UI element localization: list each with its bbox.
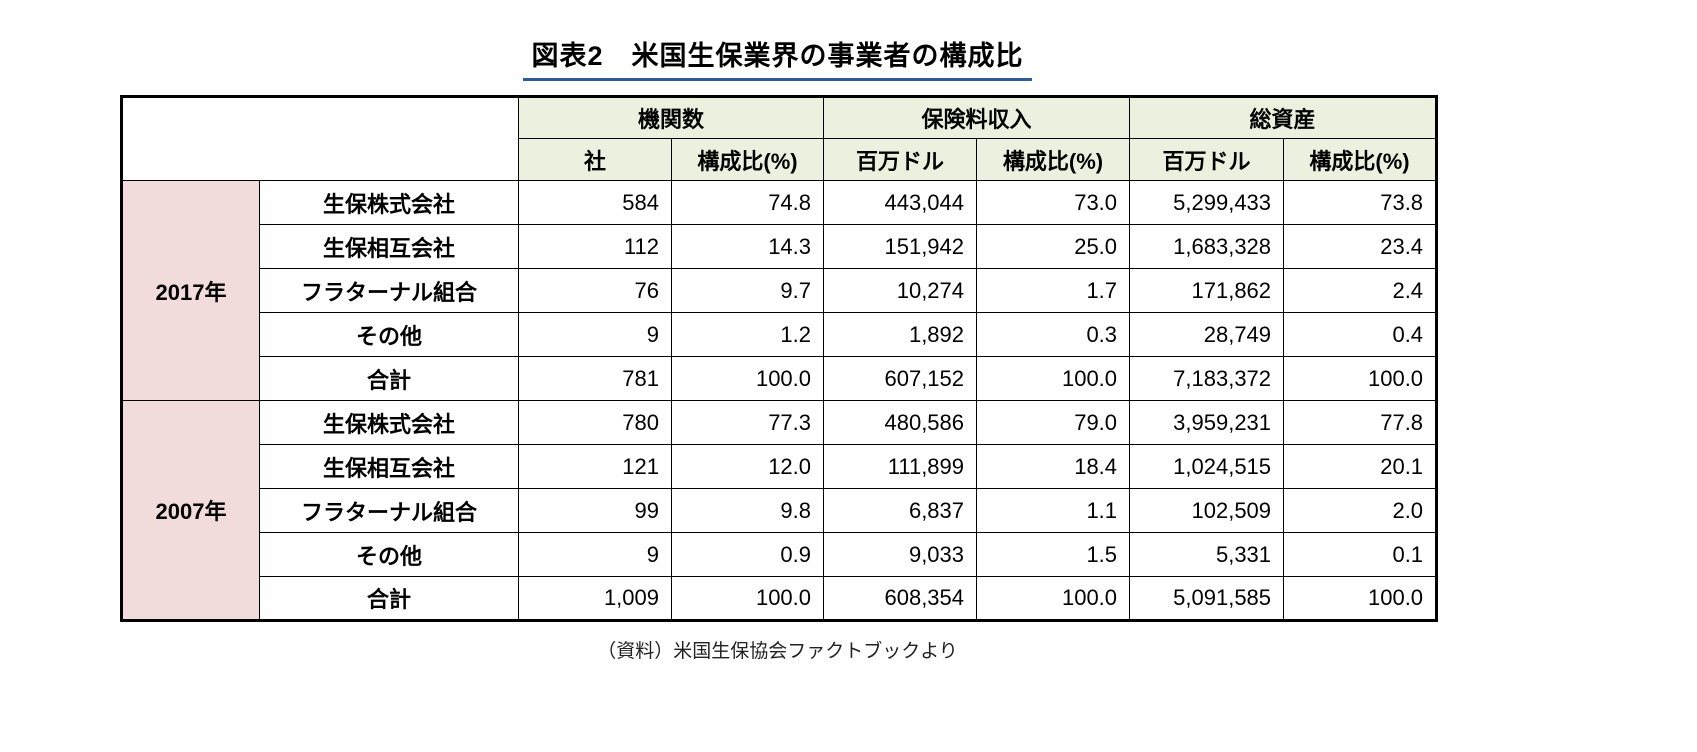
data-cell: 2.0 xyxy=(1283,488,1438,533)
data-cell: 111,899 xyxy=(823,444,978,489)
data-cell: 9.8 xyxy=(670,488,825,533)
table-row: その他 9 0.9 9,033 1.5 5,331 0.1 xyxy=(122,532,1438,577)
col-group-premium-income: 保険料収入 xyxy=(823,96,1131,139)
data-cell: 100.0 xyxy=(976,356,1131,401)
data-cell: 1.5 xyxy=(976,532,1131,577)
data-cell: 9 xyxy=(518,312,672,357)
data-cell: 2.4 xyxy=(1283,268,1438,313)
table-row: 生保相互会社 121 12.0 111,899 18.4 1,024,515 2… xyxy=(122,444,1438,489)
data-cell: 780 xyxy=(518,400,672,445)
data-cell: 100.0 xyxy=(976,576,1131,621)
data-cell: 14.3 xyxy=(670,224,825,269)
data-cell: 584 xyxy=(518,180,672,225)
data-cell: 76 xyxy=(518,268,672,313)
composition-table: 機関数 保険料収入 総資産 社 構成比(%) 百万ドル 構成比(%) 百万ドル … xyxy=(120,95,1439,622)
data-cell: 20.1 xyxy=(1283,444,1438,489)
data-cell: 0.4 xyxy=(1283,312,1438,357)
table-row: その他 9 1.2 1,892 0.3 28,749 0.4 xyxy=(122,312,1438,357)
data-cell: 100.0 xyxy=(1283,576,1438,621)
data-cell: 1.1 xyxy=(976,488,1131,533)
data-cell: 480,586 xyxy=(823,400,978,445)
source-note: （資料）米国生保協会ファクトブックより xyxy=(597,641,958,662)
col-header-share-1: 構成比(%) xyxy=(670,138,825,181)
data-cell: 77.3 xyxy=(670,400,825,445)
row-label-cell: 合計 xyxy=(259,576,519,621)
data-cell: 1,683,328 xyxy=(1129,224,1285,269)
data-cell: 23.4 xyxy=(1283,224,1438,269)
col-header-companies: 社 xyxy=(518,138,672,181)
data-cell: 5,299,433 xyxy=(1129,180,1285,225)
data-cell: 73.0 xyxy=(976,180,1131,225)
corner-cell xyxy=(121,96,519,181)
data-cell: 781 xyxy=(518,356,672,401)
data-cell: 74.8 xyxy=(670,180,825,225)
data-cell: 18.4 xyxy=(976,444,1131,489)
data-cell: 102,509 xyxy=(1129,488,1285,533)
data-cell: 151,942 xyxy=(823,224,978,269)
data-cell: 3,959,231 xyxy=(1129,400,1285,445)
data-cell: 73.8 xyxy=(1283,180,1438,225)
data-cell: 112 xyxy=(518,224,672,269)
data-cell: 607,152 xyxy=(823,356,978,401)
table-row: 生保相互会社 112 14.3 151,942 25.0 1,683,328 2… xyxy=(122,224,1438,269)
table-row: 合計 781 100.0 607,152 100.0 7,183,372 100… xyxy=(122,356,1438,401)
figure-container: 図表2 米国生保業界の事業者の構成比 機関数 保険料収入 総資産 社 構成比(%… xyxy=(120,0,1439,663)
data-cell: 100.0 xyxy=(670,576,825,621)
table-row: フラターナル組合 99 9.8 6,837 1.1 102,509 2.0 xyxy=(122,488,1438,533)
data-cell: 10,274 xyxy=(823,268,978,313)
data-cell: 121 xyxy=(518,444,672,489)
col-group-total-assets: 総資産 xyxy=(1129,96,1438,139)
col-header-share-3: 構成比(%) xyxy=(1283,138,1438,181)
row-label-cell: 生保相互会社 xyxy=(259,444,519,489)
row-label-cell: その他 xyxy=(259,532,519,577)
data-cell: 5,331 xyxy=(1129,532,1285,577)
data-cell: 0.1 xyxy=(1283,532,1438,577)
data-cell: 25.0 xyxy=(976,224,1131,269)
data-cell: 100.0 xyxy=(1283,356,1438,401)
row-label-cell: 生保株式会社 xyxy=(259,180,519,225)
col-group-institutions: 機関数 xyxy=(517,96,825,139)
header-sub-row: 社 構成比(%) 百万ドル 構成比(%) 百万ドル 構成比(%) xyxy=(122,138,1438,181)
row-label-cell: フラターナル組合 xyxy=(259,488,519,533)
table-row: フラターナル組合 76 9.7 10,274 1.7 171,862 2.4 xyxy=(122,268,1438,313)
data-cell: 1.2 xyxy=(670,312,825,357)
data-cell: 5,091,585 xyxy=(1129,576,1285,621)
data-cell: 1,892 xyxy=(823,312,978,357)
data-cell: 1,009 xyxy=(518,576,672,621)
data-cell: 99 xyxy=(518,488,672,533)
row-label-cell: 生保相互会社 xyxy=(259,224,519,269)
header-group-row: 機関数 保険料収入 総資産 xyxy=(121,96,1438,181)
row-label-cell: 生保株式会社 xyxy=(259,400,519,445)
data-cell: 6,837 xyxy=(823,488,978,533)
data-cell: 443,044 xyxy=(823,180,978,225)
table-row: 2007年 生保株式会社 780 77.3 480,586 79.0 3,959… xyxy=(121,400,1438,621)
data-cell: 1.7 xyxy=(976,268,1131,313)
data-cell: 79.0 xyxy=(976,400,1131,445)
data-cell: 1,024,515 xyxy=(1129,444,1285,489)
data-cell: 0.3 xyxy=(976,312,1131,357)
data-cell: 100.0 xyxy=(670,356,825,401)
row-label-cell: その他 xyxy=(259,312,519,357)
figure-title: 図表2 米国生保業界の事業者の構成比 xyxy=(523,34,1032,81)
data-cell: 12.0 xyxy=(670,444,825,489)
col-header-million-usd-1: 百万ドル xyxy=(823,138,978,181)
col-header-share-2: 構成比(%) xyxy=(976,138,1131,181)
data-cell: 171,862 xyxy=(1129,268,1285,313)
data-cell: 9,033 xyxy=(823,532,978,577)
year-cell-2017: 2017年 xyxy=(121,180,260,401)
title-row: 図表2 米国生保業界の事業者の構成比 xyxy=(120,0,1435,81)
row-label-cell: フラターナル組合 xyxy=(259,268,519,313)
table-row: 2017年 生保株式会社 584 74.8 443,044 73.0 5,299… xyxy=(121,180,1438,401)
data-cell: 28,749 xyxy=(1129,312,1285,357)
data-cell: 9 xyxy=(518,532,672,577)
data-cell: 9.7 xyxy=(670,268,825,313)
data-cell: 7,183,372 xyxy=(1129,356,1285,401)
row-label-cell: 合計 xyxy=(259,356,519,401)
col-header-million-usd-2: 百万ドル xyxy=(1129,138,1285,181)
data-cell: 0.9 xyxy=(670,532,825,577)
data-cell: 608,354 xyxy=(823,576,978,621)
year-cell-2007: 2007年 xyxy=(121,400,260,621)
table-row: 合計 1,009 100.0 608,354 100.0 5,091,585 1… xyxy=(122,576,1438,621)
data-cell: 77.8 xyxy=(1283,400,1438,445)
